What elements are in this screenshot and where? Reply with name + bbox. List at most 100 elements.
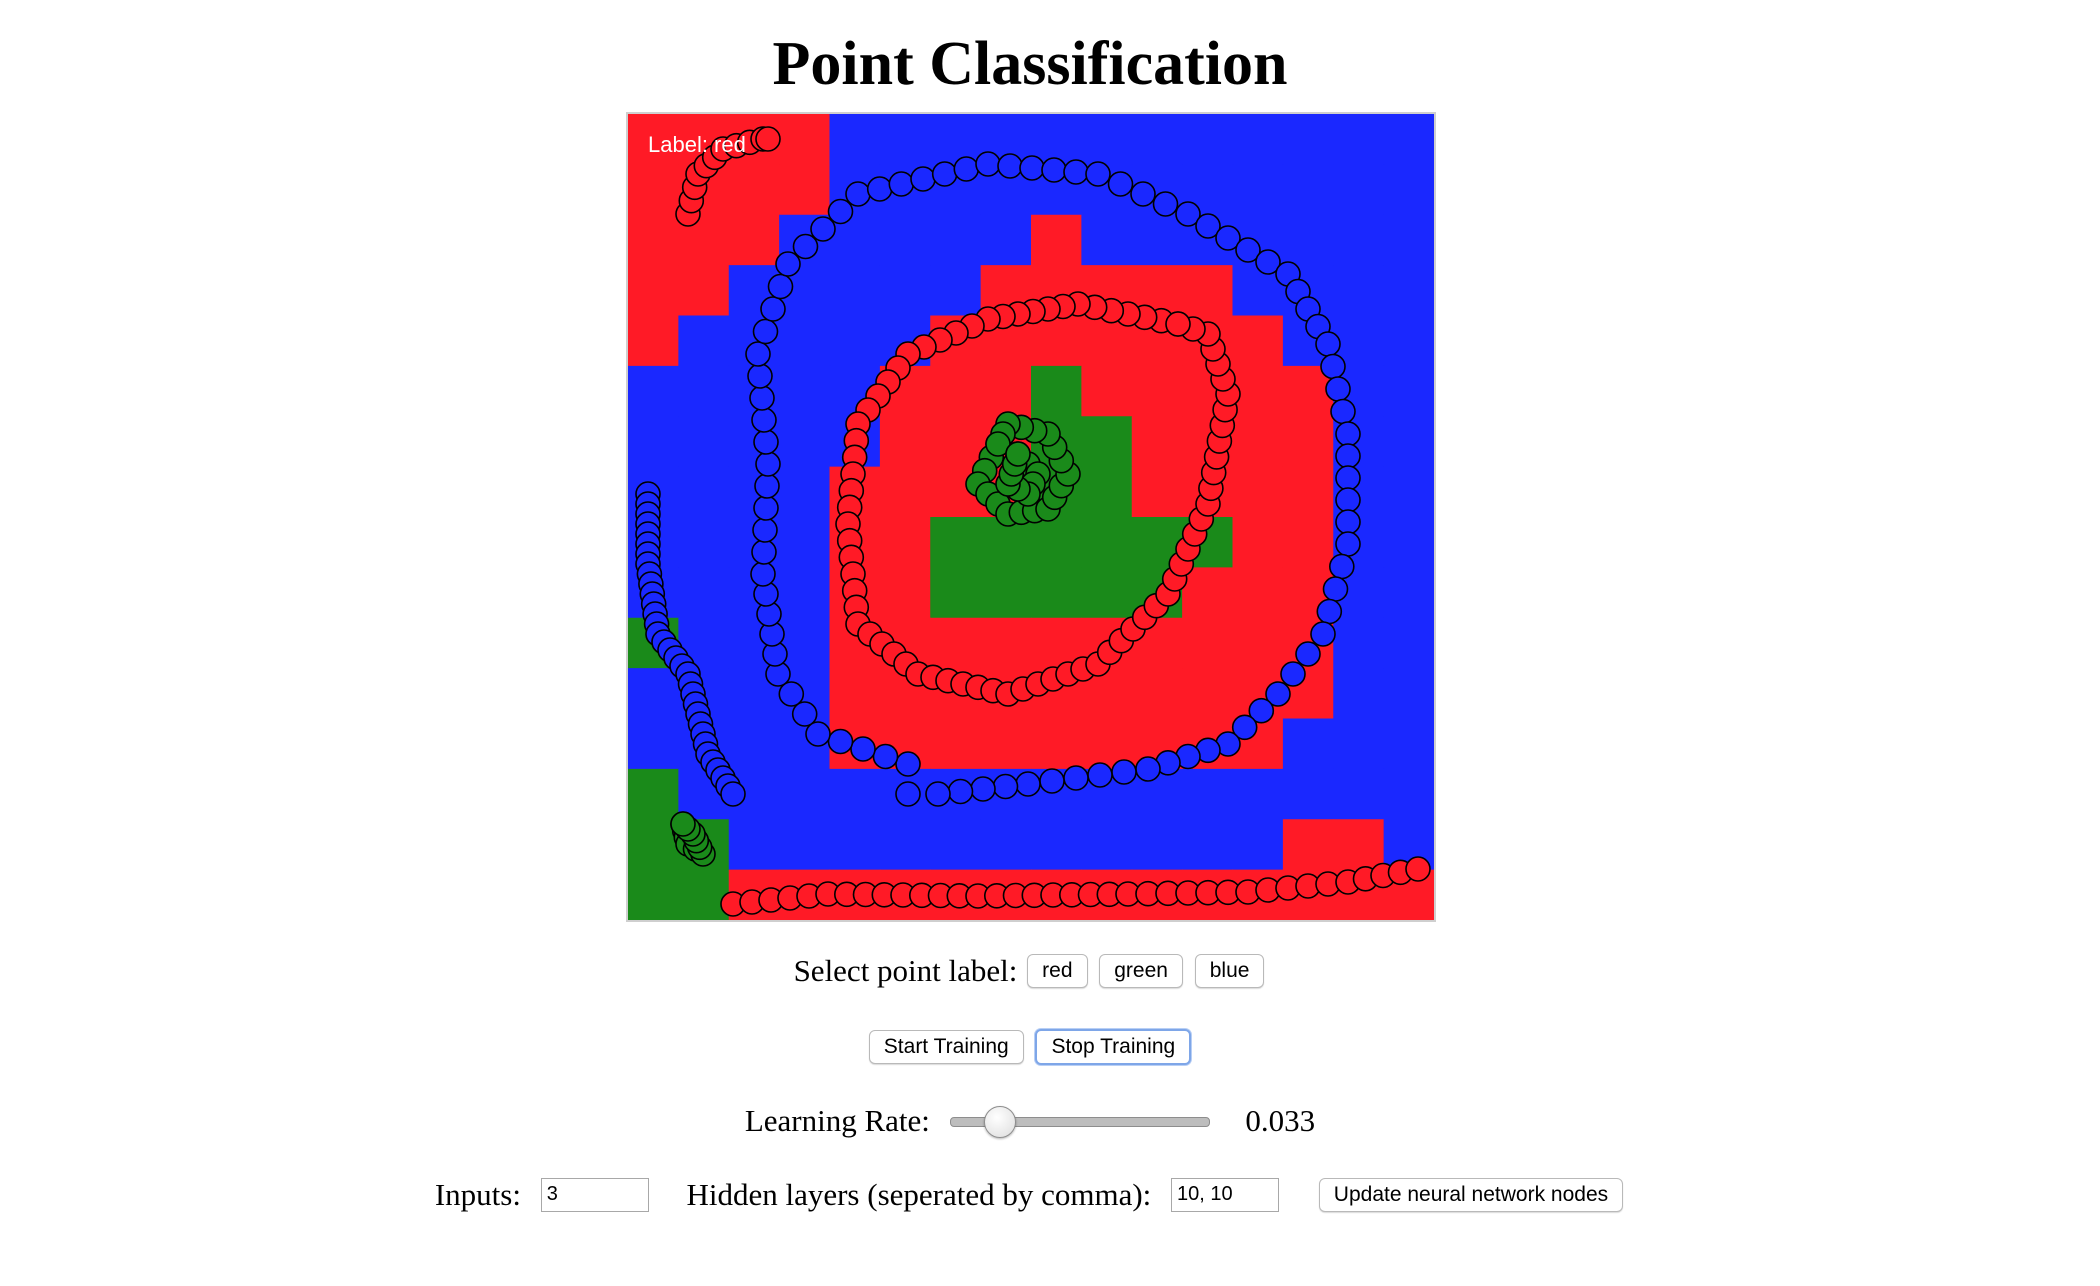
grid-cell [879,517,931,568]
learning-rate-slider[interactable] [949,1104,1210,1138]
grid-cell [628,869,679,920]
grid-cell [829,668,881,720]
sample-point-blue [753,495,779,521]
learning-rate-row: Learning Rate: 0.033 [0,1100,2060,1139]
grid-cell [779,114,831,165]
grid-cell [628,114,679,165]
grid-cell [628,265,679,317]
sample-point-blue [1310,621,1336,647]
sample-point-blue [1255,249,1281,275]
sample-point-blue [1039,768,1065,794]
sample-point-blue [745,341,771,367]
grid-cell [1282,517,1334,568]
label-select-row: Select point label: red green blue [0,950,2060,989]
grid-cell [1031,214,1082,266]
grid-cell [779,365,831,417]
grid-cell [1131,365,1183,417]
label-blue-button[interactable]: blue [1194,953,1265,988]
sample-point-blue [720,781,746,807]
sample-point-blue [778,681,805,707]
sample-point-blue [1235,237,1261,263]
sample-point-green [1005,441,1031,467]
grid-cell [628,768,679,820]
sample-point-blue [1063,765,1089,791]
sample-point-blue [749,385,775,411]
sample-point-red [1405,856,1431,882]
grid-cell [1131,214,1183,266]
sample-point-blue [895,751,921,777]
sample-point-blue [1330,398,1356,425]
grid-cell [628,819,679,871]
sample-point-blue [910,166,936,192]
sample-point-blue [827,198,854,225]
sample-point-blue [1280,661,1306,687]
sample-point-blue [947,778,974,805]
grid-cell [628,214,679,266]
grid-cell [1031,517,1082,568]
sample-point-blue [1195,213,1221,239]
grid-cell [1131,114,1183,165]
hidden-layers-label: Hidden layers (seperated by comma): [686,1176,1152,1212]
grid-cell [728,214,780,266]
grid-cell [1383,214,1434,266]
grid-cell [1232,114,1284,165]
sample-point-blue [1130,181,1156,207]
grid-cell [930,718,982,770]
grid-cell [1333,214,1385,266]
grid-cell [1031,315,1082,367]
grid-cell [879,265,931,317]
sample-point-blue [888,171,915,197]
stop-training-button[interactable]: Stop Training [1035,1028,1192,1065]
sample-point-blue [760,296,786,322]
grid-cell [1333,114,1385,165]
sample-point-red [755,126,781,152]
grid-cell [1383,416,1434,468]
grid-cell [1333,164,1385,216]
slider-thumb[interactable] [984,1105,1017,1138]
sample-point-blue [1335,509,1361,535]
label-green-button[interactable]: green [1099,953,1183,988]
sample-point-blue [1152,191,1179,217]
grid-cell [879,114,931,165]
grid-cell [1232,164,1284,216]
sample-point-red [1165,311,1191,337]
sample-point-blue [1315,331,1341,357]
update-network-button[interactable]: Update neural network nodes [1318,1177,1624,1212]
grid-cell [1232,416,1284,468]
inputs-field[interactable]: 3 [540,1177,649,1212]
grid-cell [1383,315,1434,367]
sample-point-blue [1335,443,1361,469]
grid-cell [1383,466,1434,518]
grid-cell [678,517,730,568]
grid-cell [829,114,881,165]
grid-cell [1282,466,1334,518]
grid-cell [1081,567,1133,619]
grid-cell [930,265,982,317]
classification-canvas[interactable]: Label: red [626,112,1436,922]
sample-point-blue [970,776,996,802]
grid-cell [678,265,730,317]
grid-cell [1182,265,1234,317]
grid-cell [1282,114,1334,165]
grid-cell [1232,517,1284,568]
grid-cell [1232,265,1284,317]
grid-cell [678,416,730,468]
grid-cell [1282,164,1334,216]
grid-cell [1383,114,1434,165]
grid-cell [1081,214,1133,266]
sample-point-blue [1175,201,1201,227]
sample-point-green [985,431,1011,457]
grid-cell [1383,668,1434,720]
decision-boundary-plot[interactable] [628,114,1434,920]
grid-cell [829,768,881,820]
label-red-button[interactable]: red [1027,953,1088,988]
grid-cell [1282,214,1334,266]
grid-cell [1182,114,1234,165]
sample-point-blue [1085,161,1111,187]
hidden-layers-field[interactable]: 10, 10 [1171,1177,1280,1212]
sample-point-blue [1335,487,1361,513]
start-training-button[interactable]: Start Training [868,1029,1024,1064]
grid-cell [1131,819,1183,871]
grid-cell [1232,567,1284,619]
sample-point-blue [992,773,1019,800]
